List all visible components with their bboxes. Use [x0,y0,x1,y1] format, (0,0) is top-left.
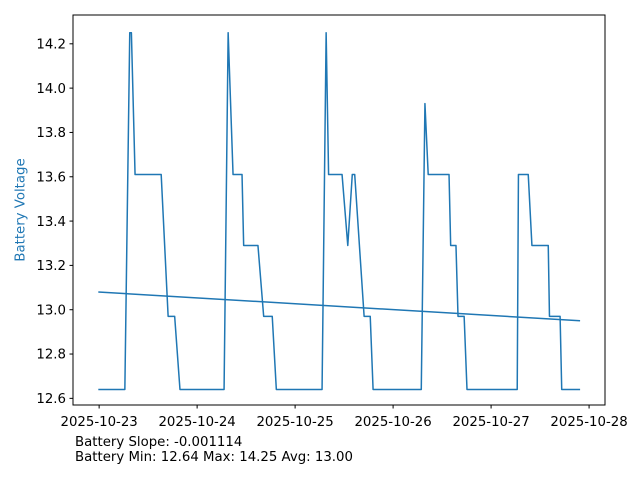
battery_voltage-line [98,31,581,391]
y-tick-label: 12.6 [36,392,66,407]
y-tick-label: 14.2 [36,38,66,53]
y-axis-label: Battery Voltage [13,158,29,262]
y-tick-label: 13.0 [36,303,66,318]
plot-frame [72,14,606,406]
x-tick-label: 2025-10-27 [452,415,529,430]
battery-slope-text: Battery Slope: -0.001114 [75,435,243,450]
y-tick-label: 13.4 [36,215,66,230]
x-tick-label: 2025-10-25 [256,415,333,430]
y-tick-label: 13.6 [36,170,66,185]
x-tick-label: 2025-10-28 [550,415,627,430]
x-tick-label: 2025-10-24 [158,415,235,430]
y-tick-label: 12.8 [36,348,66,363]
battery-minmax-text: Battery Min: 12.64 Max: 14.25 Avg: 13.00 [75,450,353,465]
y-tick-label: 13.2 [36,259,66,274]
x-tick-label: 2025-10-23 [60,415,137,430]
y-tick-label: 13.8 [36,126,66,141]
y-tick-label: 14.0 [36,82,66,97]
trend-line [98,291,581,322]
x-tick-label: 2025-10-26 [354,415,431,430]
